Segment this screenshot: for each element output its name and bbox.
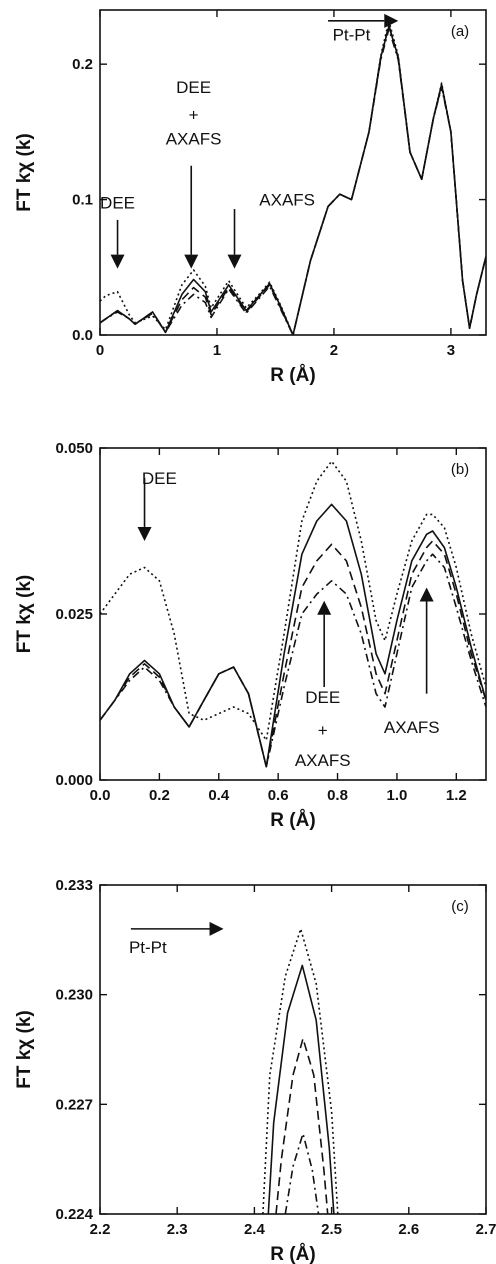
panel-label: (c)	[451, 898, 469, 915]
x-tick-label: 0.4	[208, 787, 230, 804]
y-tick-label: 0.0	[72, 327, 93, 344]
plot-frame	[99, 884, 487, 1215]
annotation-label: AXAFS	[166, 130, 222, 149]
x-tick-label: 2.2	[90, 1221, 111, 1238]
panel-b: 0.0 0.2 0.4 0.6 0.8 1.0 1.2 0.000 0.025 0.050 R (Å…	[14, 440, 487, 831]
annotation-label: AXAFS	[295, 751, 351, 770]
y-tick-label: 0.230	[55, 987, 93, 1004]
panel-label: (a)	[451, 23, 469, 40]
y-tick-label: 0.050	[55, 440, 93, 457]
x-tick-label: 0.2	[149, 787, 170, 804]
y-tick-label: 0.1	[72, 192, 93, 209]
annotation-label: DEE	[100, 193, 135, 212]
y-tick-label: 0.233	[55, 877, 93, 894]
arrow-head	[110, 254, 125, 269]
annotation-label: AXAFS	[259, 191, 315, 210]
arrow-head	[384, 13, 399, 28]
annotation-label: DEE	[176, 78, 211, 97]
y-axis-title: FT kχ (k)	[14, 575, 35, 654]
x-tick-label: 0	[96, 342, 104, 359]
panel-c: 2.2 2.3 2.4 2.5 2.6 2.7 0.224 0.227 0.230 0.233 R …	[14, 877, 496, 1264]
arrow-head	[317, 600, 332, 615]
annotation-label: +	[189, 105, 199, 124]
y-tick-label: 0.025	[55, 606, 93, 623]
y-axis-title: FT kχ (k)	[14, 133, 35, 212]
x-tick-label: 0.0	[90, 787, 111, 804]
x-tick-label: 2.5	[321, 1221, 342, 1238]
annotation-label: AXAFS	[384, 718, 440, 737]
x-tick-label: 2.3	[167, 1221, 188, 1238]
x-tick-label: 2.7	[476, 1221, 496, 1238]
panel-a: 0 1 2 3 0.0 0.1 0.2 R (Å) FT kχ (k) (a) DEE DEE + AXA…	[14, 9, 487, 386]
series-line-dashdot	[100, 28, 486, 335]
annotation-label: +	[318, 721, 328, 740]
x-tick-label: 2.6	[398, 1221, 419, 1238]
annotation-label: DEE	[305, 688, 340, 707]
arrow-head	[184, 254, 199, 269]
arrow-head	[419, 587, 434, 602]
arrow-head	[137, 526, 152, 541]
arrow-head	[209, 921, 224, 936]
x-tick-label: 3	[447, 342, 455, 359]
series-line-dashdot	[284, 1132, 320, 1214]
plot-frame	[99, 9, 487, 336]
series-line-dashed	[100, 540, 486, 768]
x-axis-title: R (Å)	[270, 810, 315, 831]
y-tick-label: 0.000	[55, 772, 93, 789]
x-tick-label: 1.0	[386, 787, 407, 804]
y-axis-title: FT kχ (k)	[14, 1010, 35, 1089]
series-line-solid	[100, 25, 486, 335]
x-tick-label: 0.6	[268, 787, 289, 804]
x-tick-label: 0.8	[327, 787, 348, 804]
series-line-solid	[100, 503, 486, 768]
series-line-solid	[267, 964, 335, 1214]
x-tick-label: 1	[213, 342, 221, 359]
y-tick-label: 0.2	[72, 56, 93, 73]
y-tick-label: 0.224	[55, 1206, 93, 1223]
annotation-label: DEE	[142, 469, 177, 488]
x-tick-label: 2.4	[244, 1221, 266, 1238]
series-line-dotted	[100, 19, 486, 335]
x-axis-title: R (Å)	[270, 365, 315, 386]
x-axis-title: R (Å)	[270, 1244, 315, 1264]
x-tick-label: 1.2	[446, 787, 467, 804]
panel-label: (b)	[451, 461, 469, 478]
annotation-label: Pt-Pt	[333, 25, 371, 44]
series-line-dashed	[275, 1037, 329, 1214]
y-tick-label: 0.227	[55, 1096, 93, 1113]
annotation-label: Pt-Pt	[129, 938, 167, 957]
series-line-dashed	[100, 24, 486, 335]
x-tick-label: 2	[330, 342, 338, 359]
arrow-head	[227, 254, 242, 269]
